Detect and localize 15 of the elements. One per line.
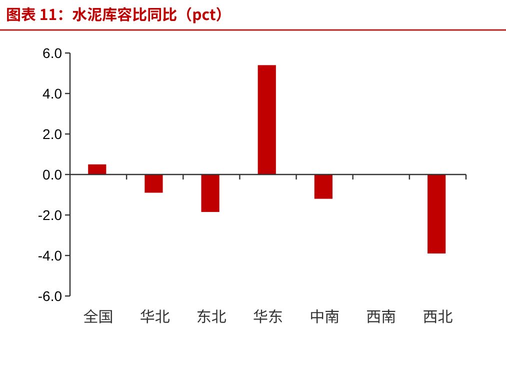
x-tick-label: 东北 xyxy=(196,306,226,327)
x-tick-label: 中南 xyxy=(310,306,340,327)
chart-title: 图表 11：水泥库容比同比（pct） xyxy=(6,4,231,25)
x-tick-label: 华北 xyxy=(140,306,170,327)
x-tick-label: 全国 xyxy=(83,306,114,327)
x-tick-label: 西南 xyxy=(366,306,396,327)
y-tick-label: -6.0 xyxy=(38,288,62,304)
y-tick-label: 6.0 xyxy=(42,45,62,61)
y-tick-label: -4.0 xyxy=(38,248,62,264)
y-tick-label: -2.0 xyxy=(38,207,62,223)
y-tick-label: 0.0 xyxy=(42,166,62,182)
y-tick-label: 2.0 xyxy=(42,126,62,142)
x-tick-label: 西北 xyxy=(422,306,453,327)
y-tick-label: 4.0 xyxy=(42,86,62,102)
x-tick-label: 华东 xyxy=(252,306,284,327)
